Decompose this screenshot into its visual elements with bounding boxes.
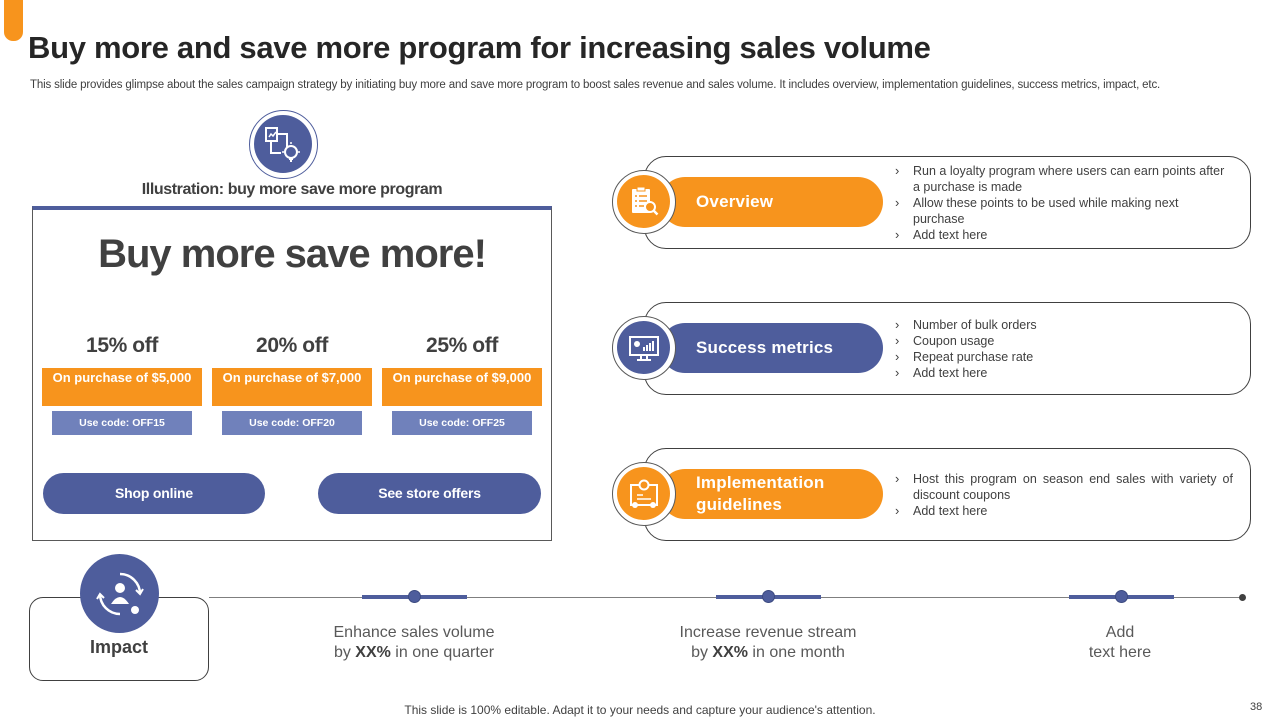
offer-condition: On purchase of $7,000 — [212, 368, 372, 406]
impact-item-line: text here — [1000, 643, 1240, 663]
offer-card: 20% off On purchase of $7,000 Use code: … — [212, 334, 372, 435]
timeline-marker-dot — [762, 590, 775, 603]
implementation-bullets: Host this program on season end sales wi… — [893, 471, 1233, 519]
impact-item-text: in one month — [747, 643, 845, 661]
impact-icon-badge — [80, 554, 159, 633]
impact-item-line: by XX% in one month — [648, 643, 888, 663]
corner-accent-tab — [4, 0, 23, 41]
slide-footer: This slide is 100% editable. Adapt it to… — [404, 703, 876, 717]
timeline-end-dot — [1239, 594, 1246, 601]
slide-subtitle: This slide provides glimpse about the sa… — [30, 79, 1161, 91]
overview-label: Overview — [660, 177, 883, 227]
impact-item-line: Enhance sales volume — [333, 624, 495, 641]
impact-item-value: XX% — [712, 643, 748, 661]
offer-discount: 25% off — [426, 334, 498, 357]
list-item: Host this program on season end sales wi… — [893, 471, 1233, 503]
promo-headline: Buy more save more! — [98, 232, 487, 276]
offer-condition: On purchase of $9,000 — [382, 368, 542, 406]
page-number: 38 — [1250, 701, 1263, 713]
list-item: Allow these points to be used while maki… — [893, 195, 1233, 227]
impact-item-text: by — [333, 643, 356, 661]
success-metrics-label: Success metrics — [660, 323, 883, 373]
impact-item-text: by — [691, 643, 713, 661]
impact-item-line: Increase revenue stream — [679, 624, 857, 641]
offer-card: 25% off On purchase of $9,000 Use code: … — [382, 334, 542, 435]
overview-card: Run a loyalty program where users can ea… — [644, 156, 1251, 249]
see-store-offers-button[interactable]: See store offers — [318, 473, 541, 514]
shop-online-button[interactable]: Shop online — [43, 473, 265, 514]
success-metrics-icon-badge — [612, 316, 676, 380]
impact-label: Impact — [89, 637, 149, 657]
offer-condition: On purchase of $5,000 — [42, 368, 202, 406]
checklist-search-icon — [631, 186, 658, 215]
list-item: Run a loyalty program where users can ea… — [893, 163, 1233, 195]
overview-bullets: Run a loyalty program where users can ea… — [893, 163, 1233, 243]
impact-item: Enhance sales volume by XX% in one quart… — [294, 623, 534, 662]
offer-discount: 15% off — [86, 334, 158, 357]
promo-panel: Buy more save more! 15% off On purchase … — [32, 206, 552, 541]
timeline-marker-dot — [1115, 590, 1128, 603]
list-item: Add text here — [893, 227, 1233, 243]
offer-discount: 20% off — [256, 334, 328, 357]
impact-item: Add text here — [1000, 623, 1240, 662]
list-item: Add text here — [893, 503, 1233, 519]
offer-code: Use code: OFF20 — [222, 411, 362, 435]
monitor-chart-icon — [628, 335, 659, 361]
list-item: Add text here — [893, 365, 1233, 381]
list-item: Repeat purchase rate — [893, 349, 1233, 365]
overview-icon-badge — [612, 170, 676, 234]
offer-card: 15% off On purchase of $5,000 Use code: … — [42, 334, 202, 435]
slide-title: Buy more and save more program for incre… — [28, 30, 931, 65]
impact-item-value: XX% — [355, 643, 391, 661]
list-item: Number of bulk orders — [893, 317, 1233, 333]
success-metrics-bullets: Number of bulk orders Coupon usage Repea… — [893, 317, 1233, 381]
presentation-bulb-icon — [265, 127, 300, 162]
list-item: Coupon usage — [893, 333, 1233, 349]
impact-item-line: Add — [1105, 624, 1135, 641]
blueprint-idea-icon — [629, 479, 658, 508]
person-cycle-icon — [95, 572, 144, 615]
illustration-caption: Illustration: buy more save more program — [141, 181, 443, 198]
impact-item: Increase revenue stream by XX% in one mo… — [648, 623, 888, 662]
timeline-marker-dot — [408, 590, 421, 603]
offer-code: Use code: OFF15 — [52, 411, 192, 435]
implementation-guidelines-label: Implementation guidelines — [660, 469, 883, 519]
impact-item-text: in one quarter — [390, 643, 495, 661]
implementation-icon-badge — [612, 462, 676, 526]
illustration-icon-badge — [249, 110, 318, 179]
impact-item-text: text here — [1088, 643, 1152, 661]
offer-code: Use code: OFF25 — [392, 411, 532, 435]
impact-item-line: by XX% in one quarter — [294, 643, 534, 663]
